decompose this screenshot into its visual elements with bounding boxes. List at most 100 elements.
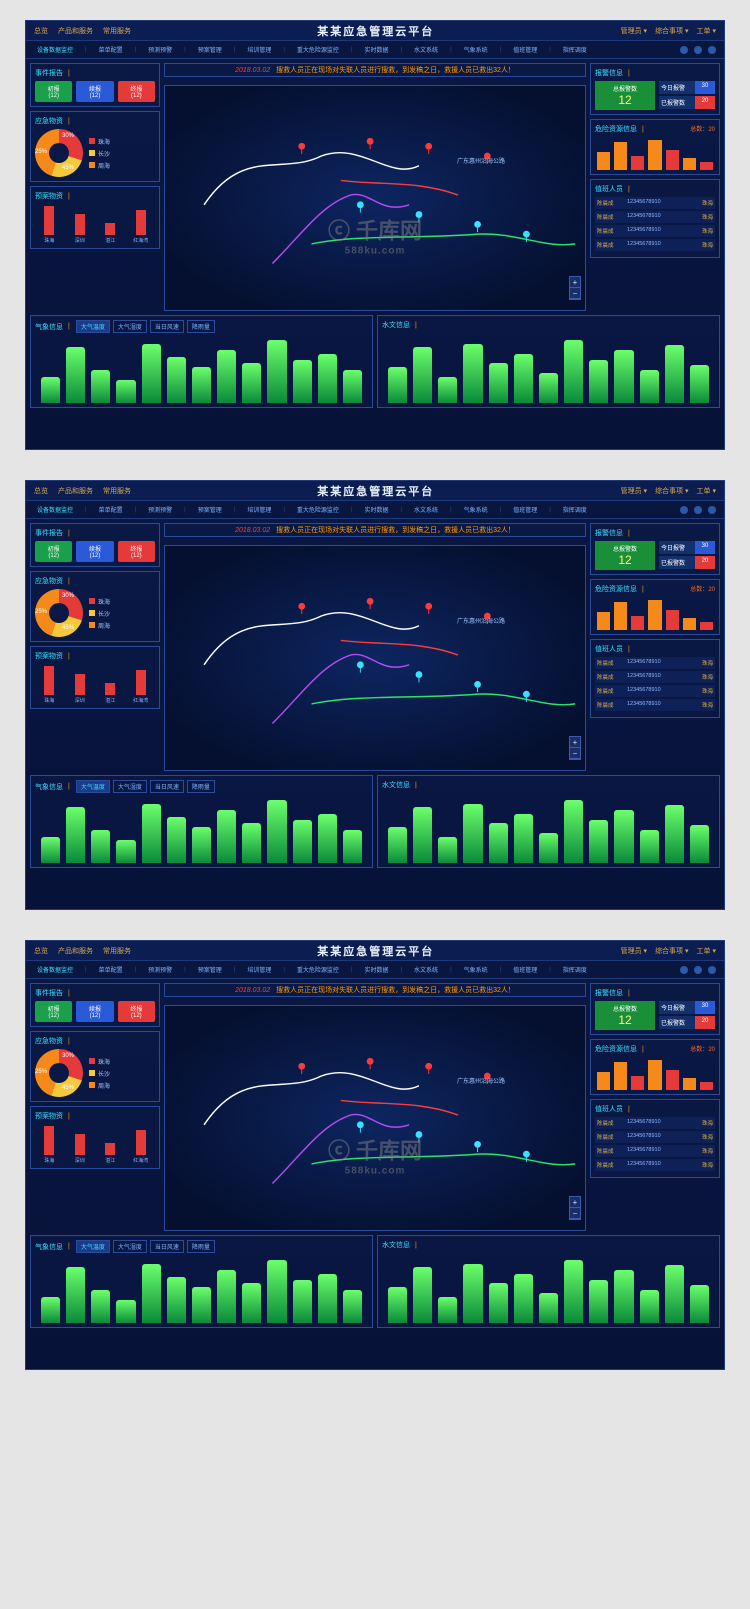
- people-row[interactable]: 陈晨成12345678910珠海: [595, 699, 715, 711]
- subnav-item[interactable]: 菜单配置: [96, 504, 126, 515]
- subnav-item[interactable]: 气象系统: [461, 44, 491, 55]
- people-row[interactable]: 陈晨成12345678910珠海: [595, 685, 715, 697]
- map-pin-icon[interactable]: [416, 212, 422, 223]
- settings-icon[interactable]: [708, 966, 716, 974]
- subnav-item[interactable]: 设备数据监控: [34, 964, 76, 975]
- map-pin-icon[interactable]: [475, 681, 481, 692]
- subnav-item[interactable]: 培训管理: [244, 964, 274, 975]
- subnav-item[interactable]: 实时数据: [361, 44, 391, 55]
- mail-icon[interactable]: [694, 506, 702, 514]
- topnav-overview[interactable]: 总览: [34, 26, 48, 36]
- subnav-item[interactable]: 指挥调度: [560, 44, 590, 55]
- topnav-products[interactable]: 产品和服务: [58, 26, 93, 36]
- mail-icon[interactable]: [694, 966, 702, 974]
- subnav-item[interactable]: 设备数据监控: [34, 44, 76, 55]
- people-row[interactable]: 陈晨成12345678910珠海: [595, 239, 715, 251]
- subnav-item[interactable]: 预案管理: [195, 964, 225, 975]
- report-button[interactable]: 续报(12): [76, 81, 113, 102]
- report-button[interactable]: 初报(12): [35, 81, 72, 102]
- map-pin-icon[interactable]: [357, 202, 363, 213]
- subnav-item[interactable]: 水文系统: [411, 964, 441, 975]
- subnav-item[interactable]: 预测预警: [145, 504, 175, 515]
- map-pin-icon[interactable]: [426, 603, 432, 614]
- zoom-out-button[interactable]: −: [570, 1208, 580, 1219]
- user-icon[interactable]: [680, 506, 688, 514]
- topnav-overview[interactable]: 总览: [34, 486, 48, 496]
- weather-tab[interactable]: 大气湿度: [113, 320, 147, 333]
- user-menu[interactable]: 管理员 ▾: [621, 26, 647, 36]
- people-row[interactable]: 陈晨成12345678910珠海: [595, 671, 715, 683]
- report-button[interactable]: 初报(12): [35, 541, 72, 562]
- zoom-in-button[interactable]: +: [570, 1197, 580, 1208]
- topnav-products[interactable]: 产品和服务: [58, 486, 93, 496]
- subnav-item[interactable]: 预测预警: [145, 964, 175, 975]
- zoom-out-button[interactable]: −: [570, 748, 580, 759]
- settings-icon[interactable]: [708, 46, 716, 54]
- topnav-common[interactable]: 常用服务: [103, 486, 131, 496]
- map-pin-icon[interactable]: [367, 1058, 373, 1069]
- people-row[interactable]: 陈晨成12345678910珠海: [595, 211, 715, 223]
- map-pin-icon[interactable]: [426, 1063, 432, 1074]
- report-button[interactable]: 初报(12): [35, 1001, 72, 1022]
- map-pin-icon[interactable]: [475, 1141, 481, 1152]
- map-panel[interactable]: 广东惠州沿海公路 + −: [164, 1005, 586, 1231]
- weather-tab[interactable]: 大气湿度: [113, 780, 147, 793]
- weather-tab[interactable]: 当日风速: [150, 1240, 184, 1253]
- map-pin-icon[interactable]: [299, 1063, 305, 1074]
- report-button[interactable]: 终报(12): [118, 1001, 155, 1022]
- subnav-item[interactable]: 设备数据监控: [34, 504, 76, 515]
- weather-tab[interactable]: 大气温度: [76, 1240, 110, 1253]
- subnav-item[interactable]: 值班管理: [510, 44, 540, 55]
- subnav-item[interactable]: 指挥调度: [560, 504, 590, 515]
- ticket-menu[interactable]: 工单 ▾: [697, 26, 716, 36]
- user-icon[interactable]: [680, 966, 688, 974]
- people-row[interactable]: 陈晨成12345678910珠海: [595, 1159, 715, 1171]
- subnav-item[interactable]: 值班管理: [510, 504, 540, 515]
- affairs-menu[interactable]: 综合事项 ▾: [655, 26, 688, 36]
- subnav-item[interactable]: 预测预警: [145, 44, 175, 55]
- people-row[interactable]: 陈晨成12345678910珠海: [595, 657, 715, 669]
- subnav-item[interactable]: 重大危险源监控: [294, 964, 342, 975]
- map-pin-icon[interactable]: [299, 143, 305, 154]
- subnav-item[interactable]: 菜单配置: [96, 964, 126, 975]
- map-pin-icon[interactable]: [416, 1132, 422, 1143]
- subnav-item[interactable]: 菜单配置: [96, 44, 126, 55]
- ticket-menu[interactable]: 工单 ▾: [697, 946, 716, 956]
- weather-tab[interactable]: 大气温度: [76, 320, 110, 333]
- map-pin-icon[interactable]: [357, 662, 363, 673]
- affairs-menu[interactable]: 综合事项 ▾: [655, 946, 688, 956]
- affairs-menu[interactable]: 综合事项 ▾: [655, 486, 688, 496]
- subnav-item[interactable]: 培训管理: [244, 44, 274, 55]
- zoom-in-button[interactable]: +: [570, 277, 580, 288]
- subnav-item[interactable]: 气象系统: [461, 504, 491, 515]
- map-pin-icon[interactable]: [416, 672, 422, 683]
- weather-tab[interactable]: 大气湿度: [113, 1240, 147, 1253]
- user-menu[interactable]: 管理员 ▾: [621, 946, 647, 956]
- subnav-item[interactable]: 实时数据: [361, 504, 391, 515]
- subnav-item[interactable]: 指挥调度: [560, 964, 590, 975]
- subnav-item[interactable]: 培训管理: [244, 504, 274, 515]
- topnav-common[interactable]: 常用服务: [103, 26, 131, 36]
- subnav-item[interactable]: 重大危险源监控: [294, 44, 342, 55]
- people-row[interactable]: 陈晨成12345678910珠海: [595, 1117, 715, 1129]
- topnav-common[interactable]: 常用服务: [103, 946, 131, 956]
- map-pin-icon[interactable]: [367, 138, 373, 149]
- report-button[interactable]: 终报(12): [118, 541, 155, 562]
- people-row[interactable]: 陈晨成12345678910珠海: [595, 1145, 715, 1157]
- subnav-item[interactable]: 值班管理: [510, 964, 540, 975]
- subnav-item[interactable]: 水文系统: [411, 504, 441, 515]
- people-row[interactable]: 陈晨成12345678910珠海: [595, 1131, 715, 1143]
- people-row[interactable]: 陈晨成12345678910珠海: [595, 225, 715, 237]
- map-pin-icon[interactable]: [299, 603, 305, 614]
- subnav-item[interactable]: 实时数据: [361, 964, 391, 975]
- report-button[interactable]: 续报(12): [76, 541, 113, 562]
- report-button[interactable]: 终报(12): [118, 81, 155, 102]
- people-row[interactable]: 陈晨成12345678910珠海: [595, 197, 715, 209]
- subnav-item[interactable]: 气象系统: [461, 964, 491, 975]
- mail-icon[interactable]: [694, 46, 702, 54]
- user-menu[interactable]: 管理员 ▾: [621, 486, 647, 496]
- topnav-products[interactable]: 产品和服务: [58, 946, 93, 956]
- map-pin-icon[interactable]: [357, 1122, 363, 1133]
- weather-tab[interactable]: 降雨量: [187, 1240, 215, 1253]
- settings-icon[interactable]: [708, 506, 716, 514]
